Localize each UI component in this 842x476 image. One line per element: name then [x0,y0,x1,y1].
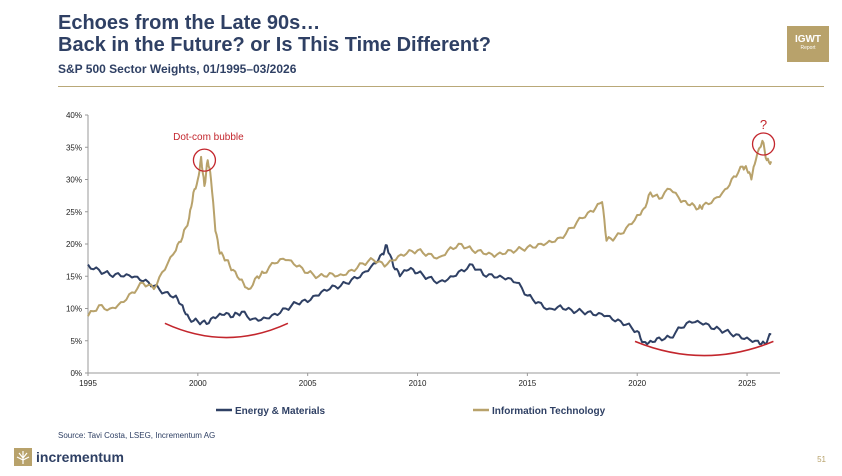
x-tick-label: 2005 [299,379,317,388]
y-tick-label: 5% [70,337,82,346]
annotation-circle [751,132,776,156]
y-tick-label: 10% [66,305,82,314]
badge-line-2: Report [800,45,816,51]
legend-label: Energy & Materials [235,406,325,417]
page-title: Echoes from the Late 90s… Back in the Fu… [58,12,491,56]
source-note: Source: Tavi Costa, LSEG, Incrementum AG [58,431,216,440]
x-tick-label: 2000 [189,379,207,388]
y-tick-label: 40% [66,111,82,120]
x-tick-label: 1995 [79,379,97,388]
page-number: 51 [817,455,826,464]
title-line-1: Echoes from the Late 90s… [58,12,321,34]
y-tick-label: 20% [66,240,82,249]
y-tick-label: 15% [66,272,82,281]
y-tick-label: 25% [66,208,82,217]
series-line-information-technology [87,139,773,317]
brand-name: incrementum [36,449,124,465]
annotation-label: ? [760,117,767,132]
highlight-arc [164,322,289,339]
tree-logo-icon [14,448,32,466]
highlight-arc [634,340,774,357]
y-tick-label: 30% [66,176,82,185]
title-line-2: Back in the Future? or Is This Time Diff… [58,34,492,56]
series-line-energy-materials [87,244,772,346]
x-tick-label: 2010 [409,379,427,388]
header-divider [58,86,824,87]
igwt-report-badge: IGWT Report [787,26,829,62]
legend-label: Information Technology [492,406,606,417]
annotation-circle [192,148,217,172]
annotation-label: Dot-com bubble [173,132,244,143]
x-tick-label: 2025 [738,379,756,388]
chart-subtitle: S&P 500 Sector Weights, 01/1995–03/2026 [58,62,297,76]
x-tick-label: 2020 [628,379,646,388]
brand-logo: incrementum [14,448,124,466]
y-tick-label: 35% [66,143,82,152]
x-tick-label: 2015 [518,379,536,388]
badge-line-1: IGWT [794,34,822,45]
y-tick-label: 0% [70,369,82,378]
